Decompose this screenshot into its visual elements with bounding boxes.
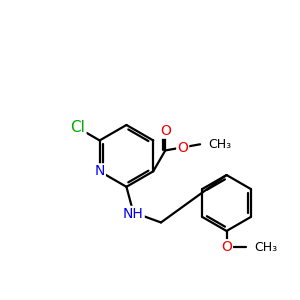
Text: CH₃: CH₃ — [254, 241, 277, 254]
Text: O: O — [221, 240, 232, 254]
Text: O: O — [177, 141, 188, 154]
Text: N: N — [94, 164, 105, 178]
Text: Cl: Cl — [70, 120, 86, 135]
Text: CH₃: CH₃ — [208, 138, 232, 151]
Text: O: O — [160, 124, 171, 138]
Text: NH: NH — [123, 207, 144, 221]
